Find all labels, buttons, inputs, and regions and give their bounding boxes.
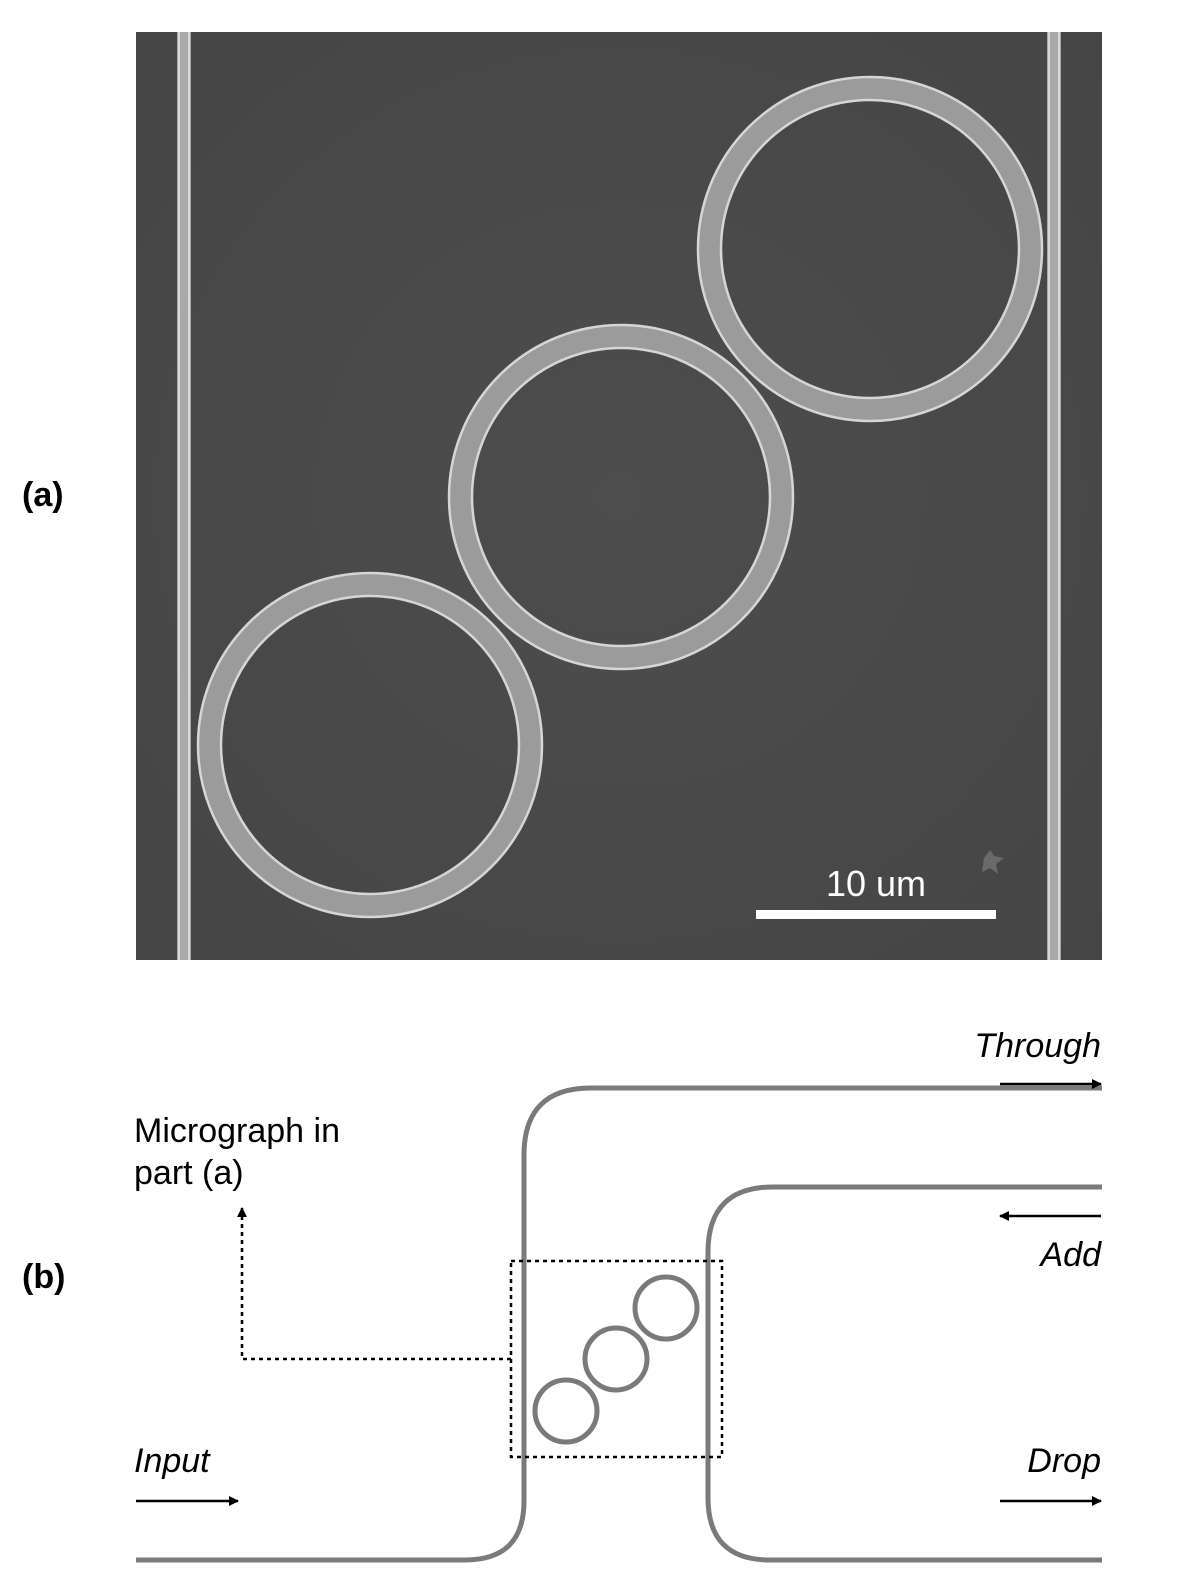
input-port-label: Input <box>134 1442 211 1480</box>
add-drop-waveguide <box>705 1184 1102 1563</box>
schematic-ring-1 <box>532 1377 600 1445</box>
drop-port-label: Drop <box>1027 1442 1101 1480</box>
through-port-label: Through <box>974 1027 1101 1065</box>
add-port-label: Add <box>1039 1236 1103 1274</box>
scale-bar <box>756 910 996 919</box>
callout-arrow <box>237 1207 511 1361</box>
input-through-waveguide <box>136 1085 1102 1563</box>
schematic: Micrograph in part (a) Through Add Input… <box>134 1027 1103 1563</box>
scale-bar-label: 10 um <box>826 863 926 904</box>
ring-resonator-2 <box>447 323 795 671</box>
left-bus-waveguide <box>177 32 191 960</box>
micrograph-background <box>136 32 1102 960</box>
debris-particle <box>982 850 1004 874</box>
panel-label-b: (b) <box>22 1258 66 1296</box>
panel-label-a: (a) <box>22 476 64 514</box>
ring-resonator-1 <box>196 571 544 919</box>
schematic-ring-2 <box>582 1325 650 1393</box>
callout-text-line-1: Micrograph in <box>134 1112 340 1150</box>
right-bus-waveguide <box>1047 32 1061 960</box>
sem-micrograph: 10 um <box>136 32 1102 960</box>
callout-text-line-2: part (a) <box>134 1154 244 1192</box>
schematic-ring-3 <box>632 1274 700 1342</box>
ring-resonator-3 <box>696 75 1044 423</box>
